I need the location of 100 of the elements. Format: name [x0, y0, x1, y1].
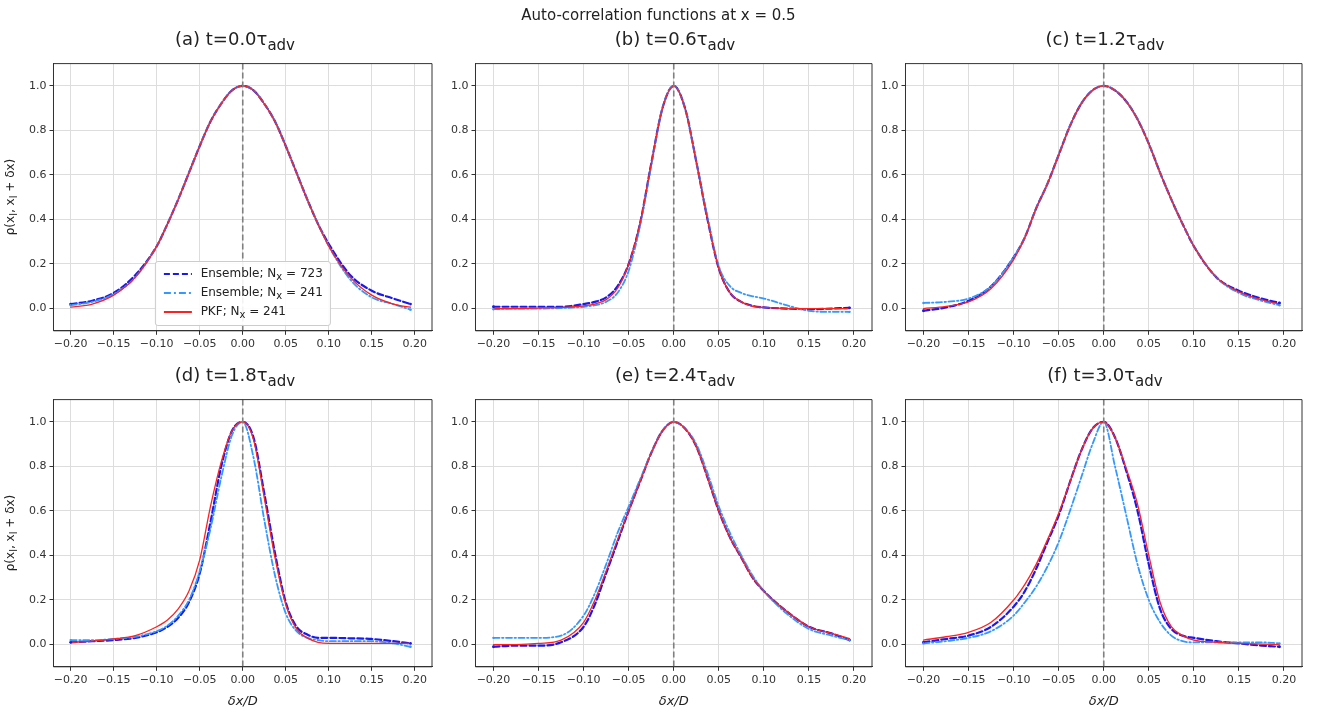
x-tick-label: 0.15 [1226, 337, 1252, 351]
x-tick-label: 0.10 [1181, 337, 1207, 351]
y-tick-label: 0.0 [450, 301, 469, 315]
y-tick-label: 0.2 [450, 256, 469, 270]
x-tick-label: −0.05 [1041, 673, 1076, 687]
y-tick-label: 1.0 [880, 78, 899, 92]
x-tick-label: 0.05 [273, 673, 299, 687]
legend-label: Ensemble; N$_{x}$ = 723 [200, 266, 323, 283]
x-tick-label: 0.20 [402, 337, 428, 351]
x-tick-label: 0.10 [316, 337, 342, 351]
y-tick-label: 0.2 [450, 592, 469, 606]
y-tick-label: 0.0 [28, 301, 47, 315]
x-tick-label: 0.10 [1181, 673, 1207, 687]
y-tick-label: 0.0 [450, 637, 469, 651]
chart-title: (a) t=0.0τ$_{adv}$ [174, 28, 296, 54]
y-tick-label: 0.4 [28, 212, 47, 226]
y-tick-label: 0.2 [880, 592, 899, 606]
x-tick-label: 0.05 [1136, 337, 1162, 351]
y-tick-label: 0.0 [880, 301, 899, 315]
y-tick-label: 0.4 [450, 212, 469, 226]
y-tick-label: 0.6 [450, 167, 469, 181]
x-tick-label: 0.05 [706, 673, 732, 687]
x-tick-label: 0.00 [661, 673, 686, 687]
chart-title: (c) t=1.2τ$_{adv}$ [1044, 28, 1166, 54]
chart-title: (b) t=0.6τ$_{adv}$ [613, 28, 737, 54]
x-axis-title: δx/D [658, 693, 689, 708]
x-tick-label: 0.15 [1226, 673, 1252, 687]
x-tick-label: −0.10 [566, 337, 601, 351]
x-tick-label: 0.10 [316, 673, 342, 687]
x-tick-label: 0.15 [796, 337, 822, 351]
y-tick-label: 0.6 [28, 167, 47, 181]
x-tick-label: 0.00 [230, 337, 255, 351]
y-tick-label: 1.0 [880, 414, 899, 428]
x-tick-label: 0.20 [841, 337, 867, 351]
x-tick-label: −0.20 [476, 337, 511, 351]
chart-title: (d) t=1.8τ$_{adv}$ [173, 364, 297, 390]
x-tick-label: −0.05 [182, 673, 217, 687]
x-tick-label: 0.15 [796, 673, 822, 687]
x-tick-label: −0.05 [1041, 337, 1076, 351]
y-tick-label: 0.6 [880, 503, 899, 517]
x-tick-label: −0.10 [139, 673, 174, 687]
legend-label: Ensemble; N$_{x}$ = 241 [200, 285, 323, 302]
y-tick-label: 1.0 [450, 78, 469, 92]
x-tick-label: −0.15 [96, 337, 131, 351]
x-tick-label: 0.05 [1136, 673, 1162, 687]
x-tick-label: 0.00 [1091, 337, 1116, 351]
x-tick-label: −0.15 [96, 673, 131, 687]
y-tick-label: 0.8 [880, 459, 899, 473]
y-tick-label: 0.8 [28, 459, 47, 473]
x-tick-label: −0.05 [182, 337, 217, 351]
x-tick-label: 0.05 [273, 337, 299, 351]
x-tick-label: −0.15 [521, 673, 556, 687]
x-tick-label: −0.10 [139, 337, 174, 351]
y-tick-label: 1.0 [28, 414, 47, 428]
y-tick-label: 0.4 [880, 212, 899, 226]
y-tick-label: 0.6 [28, 503, 47, 517]
y-tick-label: 1.0 [450, 414, 469, 428]
y-tick-label: 0.0 [880, 637, 899, 651]
x-tick-label: 0.20 [841, 673, 867, 687]
x-tick-label: 0.00 [230, 673, 255, 687]
x-tick-label: −0.15 [521, 337, 556, 351]
x-tick-label: −0.10 [566, 673, 601, 687]
chart-title: (f) t=3.0τ$_{adv}$ [1046, 364, 1164, 390]
x-tick-label: −0.20 [476, 673, 511, 687]
x-tick-label: −0.15 [951, 337, 986, 351]
y-tick-label: 0.2 [28, 256, 47, 270]
x-tick-label: −0.05 [611, 337, 646, 351]
x-tick-label: −0.20 [906, 673, 941, 687]
y-tick-label: 0.8 [450, 459, 469, 473]
text: Auto-correlation functions at x = 0.5 [520, 6, 797, 24]
x-tick-label: 0.15 [359, 673, 385, 687]
x-tick-label: 0.05 [706, 337, 732, 351]
x-tick-label: −0.10 [996, 337, 1031, 351]
x-tick-label: 0.10 [751, 337, 777, 351]
y-tick-label: 0.0 [28, 637, 47, 651]
y-tick-label: 0.2 [880, 256, 899, 270]
x-tick-label: 0.20 [402, 673, 428, 687]
x-tick-label: 0.15 [359, 337, 385, 351]
x-tick-label: 0.10 [751, 673, 777, 687]
legend-label: PKF; N$_{x}$ = 241 [200, 304, 286, 321]
x-axis-title: δx/D [227, 693, 258, 708]
y-tick-label: 0.8 [28, 123, 47, 137]
y-tick-label: 0.4 [880, 548, 899, 562]
x-tick-label: 0.00 [661, 337, 686, 351]
y-tick-label: 0.4 [28, 548, 47, 562]
chart-title: (e) t=2.4τ$_{adv}$ [613, 364, 736, 390]
x-tick-label: −0.20 [53, 337, 88, 351]
x-tick-label: 0.20 [1271, 337, 1297, 351]
y-tick-label: 0.8 [450, 123, 469, 137]
y-tick-label: 1.0 [28, 78, 47, 92]
x-tick-label: 0.00 [1091, 673, 1116, 687]
x-tick-label: −0.20 [53, 673, 88, 687]
y-tick-label: 0.4 [450, 548, 469, 562]
y-tick-label: 0.6 [880, 167, 899, 181]
x-tick-label: 0.20 [1271, 673, 1297, 687]
x-tick-label: −0.10 [996, 673, 1031, 687]
y-tick-label: 0.8 [880, 123, 899, 137]
x-tick-label: −0.05 [611, 673, 646, 687]
x-axis-title: δx/D [1088, 693, 1119, 708]
y-tick-label: 0.6 [450, 503, 469, 517]
